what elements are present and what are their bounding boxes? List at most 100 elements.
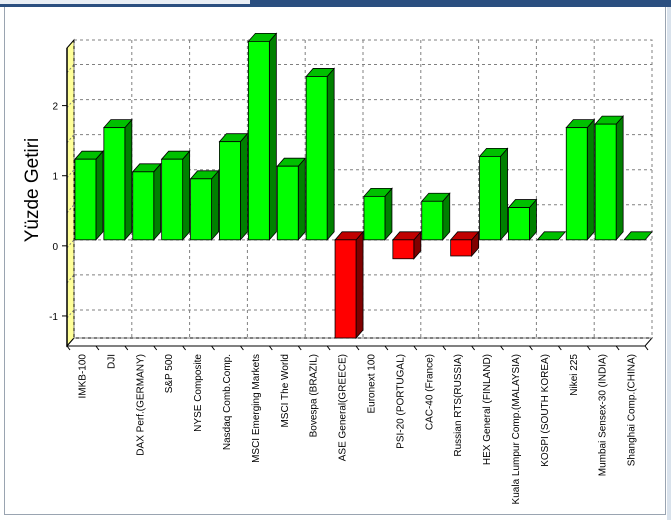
left-wall [66,38,75,348]
bar-side [268,32,277,241]
x-category-label: DJI [106,354,117,369]
bar [131,162,162,241]
x-category-label: Bovespa (BRAZIL) [309,354,320,437]
grid-line-wall [66,99,75,108]
window-frame [4,7,666,515]
x-tick-mark [297,345,302,351]
bar-side [500,147,508,241]
y-axis-ticks: -1 0 1 2 [49,48,68,346]
bar-side [326,67,335,241]
bar [160,150,191,241]
bar [189,169,220,241]
bar-front [132,171,155,241]
x-category-label: S&P 500 [164,354,175,394]
bar-front [219,141,241,241]
bar-front [334,239,357,339]
bar [536,231,567,241]
bar [623,231,653,241]
floor [65,337,654,347]
x-tick-mark [268,345,273,351]
x-category-label: Russian RTS(RUSSIA) [453,354,464,457]
bar-front [276,165,299,241]
x-tick-mark [615,345,620,351]
y-tick-label: 0 [52,242,58,253]
bar [218,132,249,241]
x-tick-mark [529,345,533,351]
x-tick-mark [153,345,158,351]
bar-side [95,150,104,241]
bar-front [421,200,444,241]
bar [449,230,480,258]
title-bar-highlight [0,0,250,4]
grid-line-wall [66,274,75,284]
bar [478,147,509,241]
x-tick-mark [644,345,649,351]
bar [276,157,307,241]
bar-top [536,231,567,241]
x-category-label: Mumbai Sensex-30 (INDIA) [598,354,609,476]
bar [565,118,596,241]
bar-side [384,187,393,241]
x-category-label: KOSPI (SOUTH KOREA) [540,354,551,467]
bar-side [182,150,191,241]
bar-side [240,132,248,241]
bar [102,118,133,241]
x-tick-mark [239,345,244,351]
x-tick-mark [355,345,360,351]
bar-front [363,195,386,241]
grid-line-wall [66,309,75,319]
chart-bars [74,32,653,340]
x-tick-mark [586,345,591,351]
x-category-label: ASE General(GREECE) [338,354,349,461]
bar [420,192,451,241]
bar-side [297,157,306,241]
bar-front [247,41,270,241]
bar-top [623,231,653,241]
bar [594,115,625,241]
bar-front [305,76,328,241]
grid-line-wall [66,239,75,249]
bar [305,67,336,241]
bar-front [103,127,126,241]
x-tick-mark [326,345,331,351]
x-category-label: CAC-40 (France) [424,354,435,430]
bar-side [615,115,624,241]
x-tick-mark [66,345,71,351]
x-category-label: NYSE Composite [193,354,204,432]
bar-front [74,158,97,241]
bar-side [586,118,595,241]
grid-line-wall [66,169,75,179]
bar [391,230,422,260]
grid-line-wall [66,64,75,73]
bar-side [355,230,364,340]
bar-front [508,207,530,241]
bar-front [565,127,588,241]
bar-side [153,162,162,241]
bar-front [479,155,501,241]
x-category-label: MSCI The World [280,354,291,428]
bar-front [161,158,184,241]
x-category-label: PSI-20 (PORTUGAL) [395,354,406,449]
grid-line-wall [66,204,75,214]
bar [334,230,364,340]
x-category-label: Euronext 100 [366,354,377,414]
y-tick-label: 2 [52,102,58,113]
bar [363,187,393,241]
x-tick-mark [124,345,129,351]
bar [507,198,538,241]
x-category-label: IMKB-100 [77,354,88,399]
window-right-edge [667,7,671,520]
y-tick-label: 1 [52,172,58,183]
x-category-label: Kuala Lumpur Comp.(MALAYSIA) [511,354,522,504]
x-tick-mark [413,345,418,351]
x-tick-mark [384,345,389,351]
x-tick-mark [442,345,447,351]
x-category-label: Nasdaq Comb.Comp. [222,354,233,450]
bar-side [124,118,133,241]
x-tick-mark [471,345,476,351]
x-category-label: HEX General (FINLAND) [482,354,493,465]
bar-front [190,178,212,241]
bar-front [450,239,473,257]
bar-front [594,123,617,241]
x-axis-labels: IMKB-100 DJI DAX Perf.(GERMANY) S&P 500 NYSE… [66,345,649,504]
